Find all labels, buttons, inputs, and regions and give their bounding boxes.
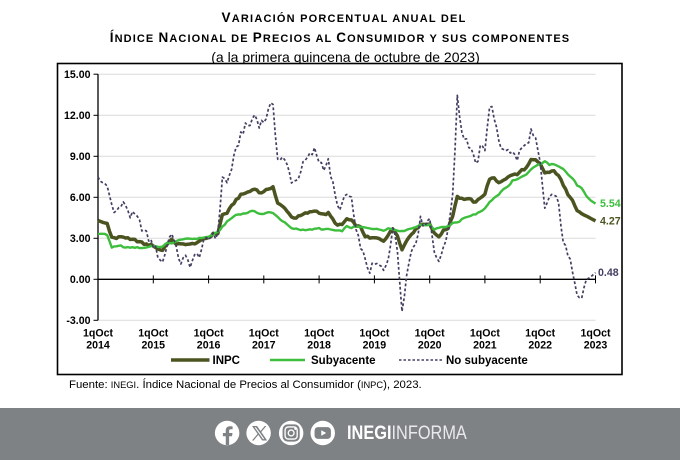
svg-text:1qOct: 1qOct: [249, 328, 279, 340]
svg-text:INPC: INPC: [213, 355, 240, 367]
svg-text:No subyacente: No subyacente: [446, 355, 528, 367]
svg-text:1qOct: 1qOct: [525, 328, 555, 340]
svg-text:1qOct: 1qOct: [138, 328, 168, 340]
svg-text:2020: 2020: [418, 340, 442, 352]
svg-text:6.00: 6.00: [70, 192, 91, 204]
svg-text:2021: 2021: [473, 340, 497, 352]
svg-text:0.48: 0.48: [598, 267, 619, 279]
svg-text:1qOct: 1qOct: [194, 328, 224, 340]
svg-text:0.00: 0.00: [70, 274, 91, 286]
svg-text:Subyacente: Subyacente: [311, 355, 376, 367]
svg-text:1qOct: 1qOct: [359, 328, 389, 340]
svg-text:5.54: 5.54: [600, 198, 621, 210]
svg-text:12.00: 12.00: [64, 110, 91, 122]
svg-text:1qOct: 1qOct: [580, 328, 610, 340]
svg-text:15.00: 15.00: [64, 69, 91, 81]
svg-text:2023: 2023: [584, 340, 608, 352]
svg-text:1qOct: 1qOct: [304, 328, 334, 340]
svg-text:1qOct: 1qOct: [83, 328, 113, 340]
svg-text:2022: 2022: [528, 340, 552, 352]
svg-text:2019: 2019: [363, 340, 387, 352]
svg-text:2014: 2014: [86, 340, 110, 352]
svg-text:1qOct: 1qOct: [470, 328, 500, 340]
svg-text:9.00: 9.00: [70, 151, 91, 163]
svg-text:1qOct: 1qOct: [415, 328, 445, 340]
svg-text:4.27: 4.27: [600, 216, 621, 228]
svg-text:2015: 2015: [142, 340, 166, 352]
svg-text:2018: 2018: [307, 340, 331, 352]
svg-text:2017: 2017: [252, 340, 276, 352]
svg-text:2016: 2016: [197, 340, 221, 352]
svg-text:3.00: 3.00: [70, 233, 91, 245]
svg-text:-3.00: -3.00: [66, 315, 90, 327]
